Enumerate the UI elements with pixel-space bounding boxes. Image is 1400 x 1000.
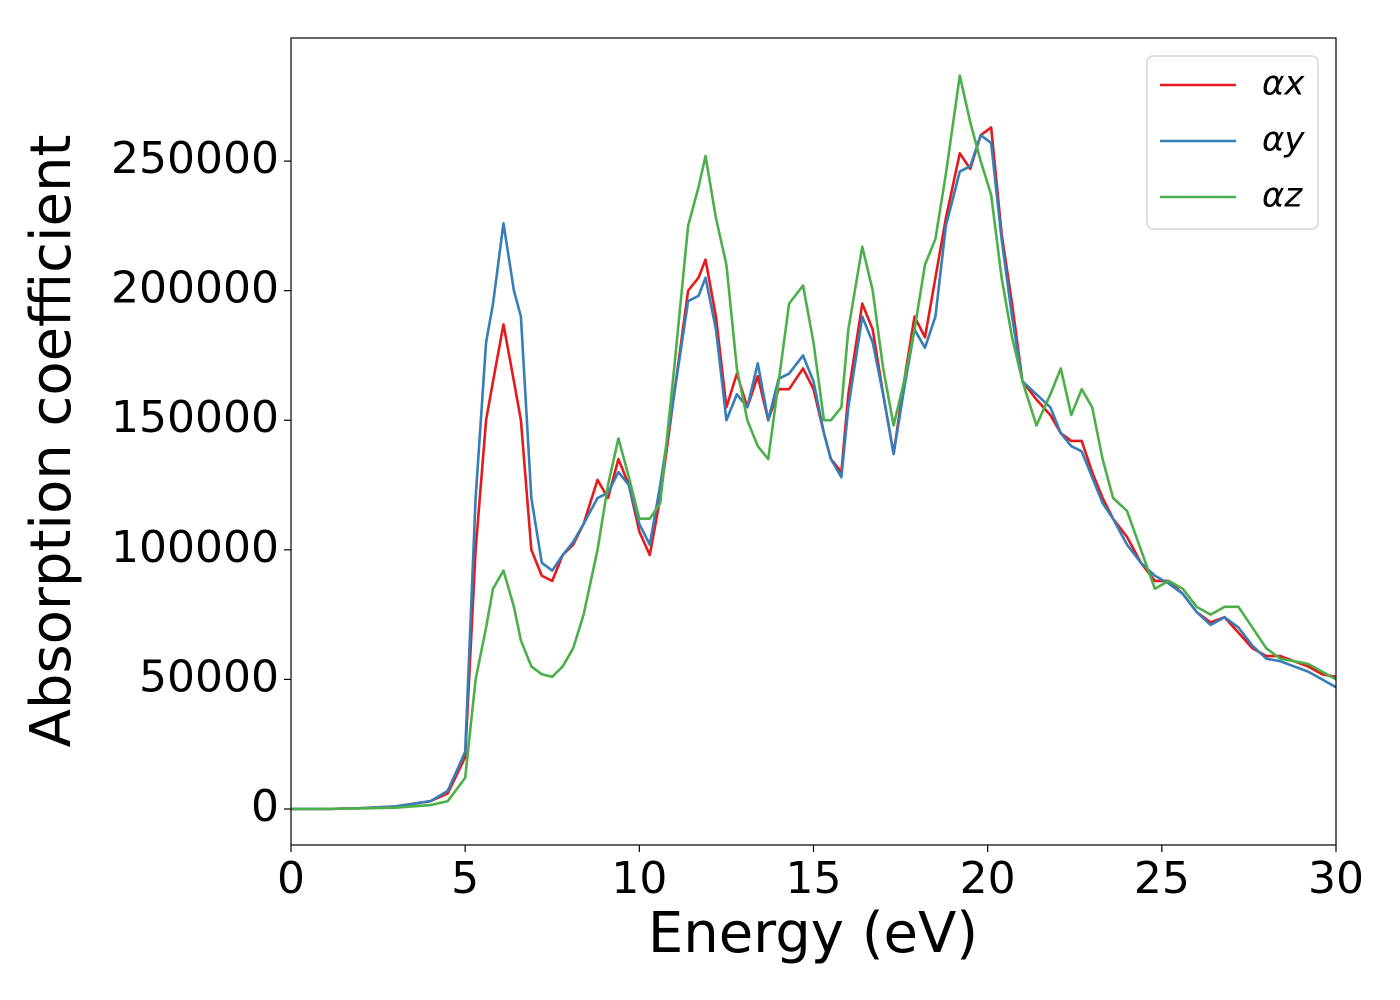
y-tick-label: 100000 <box>111 522 279 573</box>
x-tick-label: 15 <box>786 853 842 904</box>
x-axis-label: Energy (eV) <box>648 901 978 966</box>
y-tick-label: 150000 <box>111 392 279 443</box>
y-tick-label: 50000 <box>139 651 279 702</box>
x-tick-label: 5 <box>451 853 479 904</box>
legend-label: αy <box>1262 120 1305 160</box>
y-axis-label: Absorption coefficient <box>19 135 84 748</box>
y-tick-label: 200000 <box>111 263 279 314</box>
x-tick-label: 20 <box>960 853 1016 904</box>
x-tick-label: 30 <box>1308 853 1364 904</box>
plot-frame <box>290 37 1337 846</box>
x-tick-label: 25 <box>1134 853 1190 904</box>
legend-box <box>1146 55 1319 230</box>
data-line <box>291 126 1337 811</box>
legend-label: αz <box>1262 176 1303 216</box>
x-tick-label: 0 <box>277 853 305 904</box>
data-line <box>291 133 1337 811</box>
y-tick-label: 0 <box>251 781 279 832</box>
data-line <box>291 74 1337 811</box>
x-tick-label: 10 <box>611 853 667 904</box>
legend-label: αx <box>1262 64 1305 104</box>
y-tick-label: 250000 <box>111 133 279 184</box>
